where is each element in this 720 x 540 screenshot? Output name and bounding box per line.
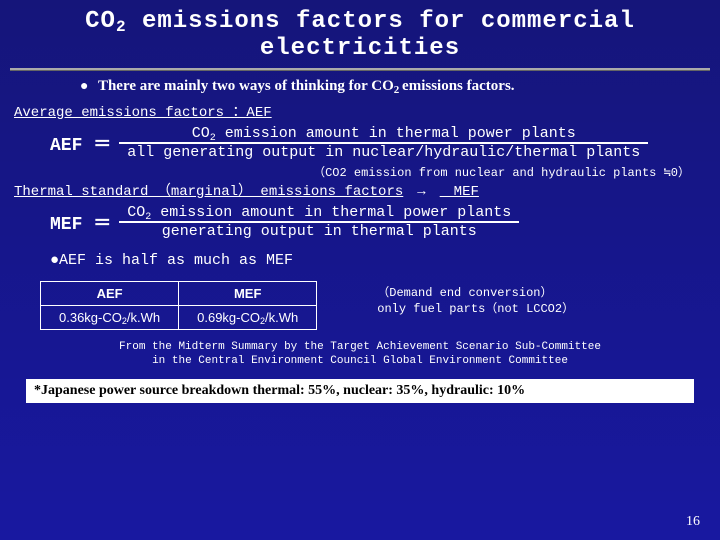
- mef-denominator: generating output in thermal plants: [154, 223, 485, 240]
- page-number: 16: [686, 514, 700, 530]
- source-line1: From the Midterm Summary by the Target A…: [40, 340, 680, 354]
- mef-numerator: CO2 emission amount in thermal power pla…: [119, 204, 519, 221]
- breakdown-box: *Japanese power source breakdown thermal…: [26, 379, 694, 403]
- mef-lhs: MEF ＝: [50, 209, 111, 235]
- mef-formula: MEF ＝ CO2 emission amount in thermal pow…: [0, 202, 720, 242]
- table-value-aef: 0.36kg-CO2/k.Wh: [41, 306, 179, 330]
- comparison-bullet: ●AEF is half as much as MEF: [0, 242, 720, 277]
- aef-denominator: all generating output in nuclear/hydraul…: [119, 144, 648, 161]
- mef-fraction: CO2 emission amount in thermal power pla…: [119, 204, 519, 240]
- table-region: AEF MEF 0.36kg-CO2/k.Wh 0.69kg-CO2/k.Wh …: [0, 277, 720, 330]
- slide-title: CO2 emissions factors for commercial ele…: [0, 0, 720, 66]
- title-underline: [10, 68, 710, 70]
- source-citation: From the Midterm Summary by the Target A…: [0, 330, 720, 375]
- aef-section-label: Average emissions factors ：AEF: [0, 95, 720, 123]
- table-header-mef: MEF: [179, 282, 317, 306]
- side-note: （Demand end conversion） only fuel parts（…: [377, 281, 574, 317]
- intro-line: ● There are mainly two ways of thinking …: [0, 78, 720, 95]
- side-note-line2: only fuel parts（not LCCO2）: [377, 301, 574, 317]
- aef-fraction: CO2 emission amount in thermal power pla…: [119, 125, 648, 161]
- emissions-factor-table: AEF MEF 0.36kg-CO2/k.Wh 0.69kg-CO2/k.Wh: [40, 281, 317, 330]
- table-header-aef: AEF: [41, 282, 179, 306]
- aef-numerator: CO2 emission amount in thermal power pla…: [184, 125, 584, 142]
- aef-lhs: AEF ＝: [50, 130, 111, 156]
- table-value-mef: 0.69kg-CO2/k.Wh: [179, 306, 317, 330]
- source-line2: in the Central Environment Council Globa…: [40, 354, 680, 368]
- aef-formula: AEF ＝ CO2 emission amount in thermal pow…: [0, 123, 720, 163]
- table-value-row: 0.36kg-CO2/k.Wh 0.69kg-CO2/k.Wh: [41, 306, 317, 330]
- zero-emission-note: （CO2 emission from nuclear and hydraulic…: [0, 163, 720, 180]
- table-header-row: AEF MEF: [41, 282, 317, 306]
- mef-section-label: Thermal standard （marginal） emissions fa…: [0, 180, 720, 202]
- side-note-line1: （Demand end conversion）: [377, 285, 574, 301]
